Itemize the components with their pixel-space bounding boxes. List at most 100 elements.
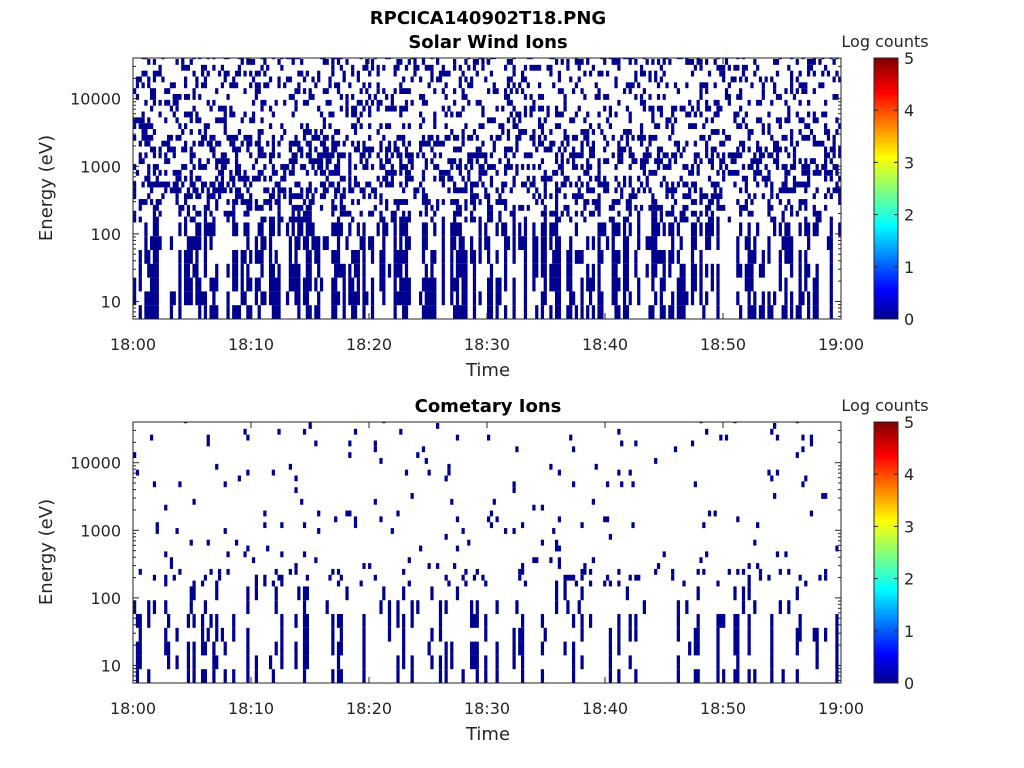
- heatmap-cell: [410, 158, 414, 165]
- heatmap-cell: [302, 76, 307, 83]
- heatmap-cell: [365, 146, 369, 153]
- heatmap-cell: [351, 70, 355, 77]
- heatmap-cell: [325, 59, 329, 65]
- heatmap-cell: [761, 88, 765, 95]
- heatmap-cell: [824, 152, 828, 159]
- heatmap-cell: [475, 193, 479, 200]
- heatmap-cell: [506, 59, 511, 65]
- heatmap-cell: [498, 123, 502, 130]
- heatmap-cell: [444, 70, 448, 77]
- heatmap-cell: [554, 152, 559, 159]
- heatmap-cell: [260, 146, 264, 153]
- heatmap-cell: [639, 94, 644, 100]
- heatmap-cell: [266, 199, 270, 205]
- heatmap-cell: [246, 146, 250, 153]
- heatmap-cell: [135, 669, 140, 683]
- heatmap-cell: [237, 64, 242, 71]
- heatmap-cell: [574, 111, 579, 118]
- heatmap-cell: [775, 146, 780, 153]
- heatmap-cell: [767, 574, 771, 581]
- heatmap-cell: [455, 291, 460, 306]
- heatmap-cell: [164, 181, 168, 188]
- heatmap-cell: [263, 574, 267, 581]
- heatmap-cell: [212, 152, 216, 159]
- heatmap-cell: [730, 76, 734, 83]
- heatmap-cell: [682, 193, 686, 200]
- heatmap-cell: [396, 59, 400, 65]
- heatmap-cell: [152, 216, 157, 223]
- heatmap-cell: [464, 277, 468, 292]
- heatmap-cell: [554, 222, 559, 237]
- heatmap-cell: [583, 216, 587, 223]
- heatmap-cell: [200, 669, 205, 683]
- heatmap-cell: [135, 641, 140, 656]
- heatmap-cell: [319, 204, 324, 211]
- heatmap-cell: [399, 169, 403, 176]
- heatmap-cell: [138, 568, 142, 575]
- heatmap-cell: [662, 94, 666, 100]
- heatmap-cell: [608, 58, 613, 60]
- y-tick-label: 1000: [80, 521, 121, 540]
- heatmap-cell: [339, 669, 343, 683]
- heatmap-cell: [512, 481, 516, 488]
- heatmap-cell: [594, 199, 598, 205]
- heatmap-cell: [611, 199, 615, 205]
- heatmap-cell: [792, 94, 797, 100]
- heatmap-cell: [302, 614, 307, 628]
- heatmap-cell: [821, 111, 825, 118]
- heatmap-cell: [699, 422, 703, 424]
- heatmap-cell: [144, 129, 148, 135]
- heatmap-cell: [192, 655, 196, 670]
- heatmap-cell: [220, 82, 225, 89]
- heatmap-cell: [580, 277, 584, 292]
- heatmap-cell: [441, 222, 445, 237]
- heatmap-cell: [450, 655, 454, 670]
- heatmap-cell: [181, 59, 185, 65]
- heatmap-cell: [368, 82, 372, 89]
- heatmap-cell: [458, 250, 462, 264]
- heatmap-cell: [331, 140, 335, 147]
- heatmap-cell: [305, 277, 309, 292]
- heatmap-cell: [662, 277, 666, 292]
- heatmap-cell: [311, 222, 315, 237]
- heatmap-cell: [699, 210, 703, 217]
- heatmap-cell: [421, 152, 426, 159]
- heatmap-cell: [552, 210, 556, 217]
- heatmap-cell: [212, 193, 216, 200]
- heatmap-cell: [305, 193, 309, 200]
- heatmap-cell: [325, 600, 329, 615]
- heatmap-cell: [484, 193, 488, 200]
- heatmap-cell: [135, 169, 140, 176]
- heatmap-cell: [620, 134, 624, 141]
- heatmap-cell: [345, 586, 349, 601]
- heatmap-cell: [370, 277, 375, 292]
- heatmap-cell: [257, 175, 261, 182]
- heatmap-cell: [396, 510, 400, 517]
- heatmap-cell: [203, 64, 208, 71]
- heatmap-cell: [824, 204, 828, 211]
- heatmap-cell: [815, 210, 819, 217]
- heatmap-cell: [654, 250, 658, 264]
- heatmap-cell: [368, 193, 372, 200]
- heatmap-cell: [178, 169, 182, 176]
- heatmap-cell: [659, 216, 663, 223]
- heatmap-cell: [685, 58, 689, 60]
- heatmap-cell: [614, 164, 618, 170]
- heatmap-cell: [600, 222, 604, 237]
- heatmap-cell: [665, 58, 669, 60]
- heatmap-cell: [832, 94, 836, 100]
- heatmap-cell: [183, 82, 188, 89]
- heatmap-cell: [319, 169, 324, 176]
- y-axis-label: Energy (eV): [36, 499, 57, 605]
- heatmap-cell: [591, 152, 596, 159]
- heatmap-cell: [512, 222, 516, 237]
- heatmap-cell: [662, 59, 666, 65]
- heatmap-cell: [756, 146, 760, 153]
- heatmap-cell: [489, 70, 494, 77]
- heatmap-cell: [181, 129, 185, 135]
- heatmap-cell: [506, 99, 511, 106]
- heatmap-cell: [549, 175, 553, 182]
- heatmap-cell: [297, 181, 301, 188]
- heatmap-cell: [141, 181, 145, 188]
- heatmap-cell: [297, 70, 301, 77]
